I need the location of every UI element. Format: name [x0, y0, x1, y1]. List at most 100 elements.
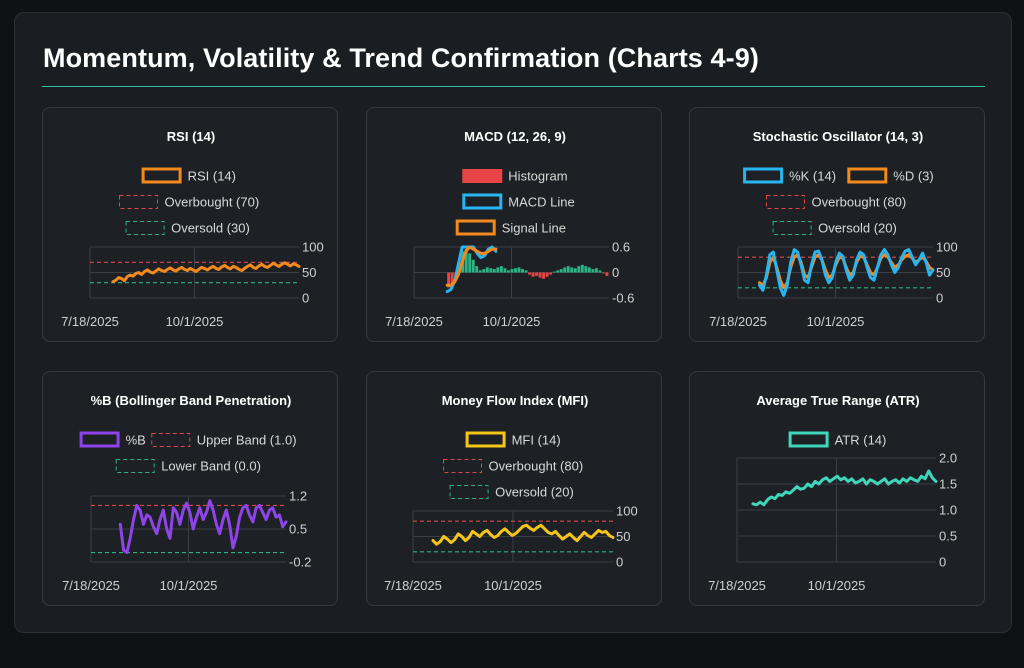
macd-histogram-bar — [566, 266, 570, 273]
macd-histogram-bar — [517, 267, 521, 273]
mfi-legend-label: Oversold (20) — [495, 485, 574, 500]
atr-legend-label: ATR (14) — [835, 433, 887, 448]
macd-histogram-bar — [580, 264, 584, 273]
percent-b-chart-card: %B (Bollinger Band Penetration) %B Upper B… — [42, 371, 338, 606]
stoch-x-tick: 7/18/2025 — [709, 314, 767, 329]
stoch-legend-swatch — [772, 221, 812, 235]
macd-histogram-bar — [552, 271, 556, 273]
macd-histogram-bar — [584, 266, 588, 273]
rsi-legend-item[interactable]: Overbought (70) — [119, 195, 260, 210]
mfi-chart-card: Money Flow Index (MFI) MFI (14) Overbought… — [366, 371, 662, 606]
stoch-legend-item[interactable]: Overbought (80) — [766, 195, 907, 210]
macd-histogram-bar — [489, 268, 493, 273]
stoch-legend-label: Overbought (80) — [812, 195, 907, 210]
macd-histogram-bar — [496, 267, 500, 273]
macd-legend-swatch — [455, 219, 496, 236]
pctb-legend-item[interactable]: Lower Band (0.0) — [115, 459, 261, 474]
rsi-legend-item[interactable]: RSI (14) — [141, 167, 236, 184]
rsi-y-tick: 100 — [302, 240, 324, 255]
stochastic-chart-card: Stochastic Oscillator (14, 3) %K (14) %D (… — [689, 107, 985, 342]
dashboard-panel: Momentum, Volatility & Trend Confirmatio… — [14, 12, 1012, 633]
atr-svg: Average True Range (ATR) ATR (14) 2.0 1.5 1.… — [708, 393, 957, 593]
macd-histogram-bar — [570, 267, 574, 273]
atr-legend-item[interactable]: ATR (14) — [788, 431, 887, 448]
pctb-svg: %B (Bollinger Band Penetration) %B Upper B… — [62, 393, 311, 593]
atr-x-tick: 10/1/2025 — [808, 578, 866, 593]
stoch-legend-item[interactable]: %K (14) — [743, 167, 836, 184]
stoch-series-line — [758, 248, 935, 297]
rsi-legend-swatch — [119, 195, 158, 209]
stoch-legend-item[interactable]: Oversold (20) — [772, 221, 897, 236]
macd-legend-label: Histogram — [508, 169, 567, 184]
macd-histogram-bar — [556, 270, 560, 273]
mfi-legend-swatch — [465, 431, 506, 448]
macd-svg: MACD (12, 26, 9) Histogram MACD Line Signal… — [385, 129, 634, 329]
mfi-legend-item[interactable]: MFI (14) — [465, 431, 561, 448]
title-divider — [42, 86, 985, 87]
mfi-y-tick: 0 — [616, 555, 623, 570]
rsi-title: RSI (14) — [167, 129, 215, 144]
macd-histogram-bar — [503, 268, 507, 273]
macd-histogram-bar — [521, 269, 524, 273]
pctb-legend-item[interactable]: %B — [79, 431, 146, 448]
rsi-legend-label: Oversold (30) — [171, 221, 250, 236]
macd-histogram-bar — [587, 267, 591, 273]
macd-x-tick: 10/1/2025 — [483, 314, 541, 329]
stoch-title: Stochastic Oscillator (14, 3) — [753, 129, 924, 144]
rsi-legend-label: Overbought (70) — [165, 195, 260, 210]
pctb-legend-label: Lower Band (0.0) — [161, 459, 261, 474]
macd-histogram-bar — [538, 272, 542, 278]
stoch-legend-item[interactable]: %D (3) — [847, 167, 934, 184]
stoch-legend-swatch — [766, 195, 805, 209]
atr-series-line — [751, 469, 938, 507]
mfi-y-tick: 100 — [616, 504, 638, 519]
mfi-legend-swatch — [443, 459, 482, 473]
mfi-svg: Money Flow Index (MFI) MFI (14) Overbought… — [384, 393, 638, 593]
mfi-y-tick: 50 — [616, 529, 630, 544]
macd-legend-item[interactable]: MACD Line — [462, 193, 575, 210]
mfi-x-tick: 10/1/2025 — [484, 578, 542, 593]
macd-histogram-bar — [514, 268, 517, 273]
pctb-y-tick: -0.2 — [289, 555, 311, 570]
atr-x-tick: 7/18/2025 — [708, 578, 766, 593]
rsi-legend-swatch — [141, 167, 182, 184]
mfi-title: Money Flow Index (MFI) — [442, 393, 589, 408]
pctb-title: %B (Bollinger Band Penetration) — [91, 393, 292, 408]
atr-chart-card: Average True Range (ATR) ATR (14) 2.0 1.5 1.… — [689, 371, 985, 606]
mfi-x-tick: 7/18/2025 — [384, 578, 442, 593]
rsi-x-tick: 7/18/2025 — [61, 314, 119, 329]
macd-legend-swatch — [462, 193, 503, 210]
macd-histogram-bar — [506, 270, 510, 273]
rsi-legend-item[interactable]: Oversold (30) — [125, 221, 250, 236]
atr-y-tick: 1.5 — [939, 477, 957, 492]
macd-histogram-bar — [594, 268, 598, 273]
stoch-x-tick: 10/1/2025 — [807, 314, 865, 329]
macd-chart-card: MACD (12, 26, 9) Histogram MACD Line Signal… — [366, 107, 662, 342]
macd-legend-item[interactable]: Histogram — [462, 169, 568, 184]
stoch-svg: Stochastic Oscillator (14, 3) %K (14) %D (… — [709, 129, 958, 329]
rsi-y-tick: 0 — [302, 291, 309, 306]
macd-histogram-bar — [577, 266, 581, 273]
mfi-legend-label: Overbought (80) — [489, 459, 584, 474]
mfi-legend-item[interactable]: Oversold (20) — [449, 485, 574, 500]
atr-y-tick: 0 — [939, 555, 946, 570]
macd-legend-item[interactable]: Signal Line — [455, 219, 566, 236]
macd-histogram-bar — [499, 266, 503, 273]
macd-legend-label: MACD Line — [508, 195, 574, 210]
macd-y-tick: 0.6 — [612, 240, 630, 255]
macd-histogram-bar — [528, 272, 531, 275]
macd-histogram-bar — [471, 259, 475, 273]
macd-histogram-bar — [492, 269, 496, 273]
macd-histogram-bar — [598, 270, 602, 273]
mfi-legend-label: MFI (14) — [512, 433, 561, 448]
pctb-legend-label: %B — [126, 433, 146, 448]
macd-histogram-bar — [447, 272, 451, 288]
mfi-legend-item[interactable]: Overbought (80) — [443, 459, 584, 474]
macd-histogram-bar — [485, 267, 489, 273]
rsi-legend-swatch — [125, 221, 165, 235]
atr-y-tick: 2.0 — [939, 451, 957, 466]
pctb-legend-swatch — [115, 459, 155, 473]
pctb-legend-item[interactable]: Upper Band (1.0) — [151, 433, 297, 448]
macd-histogram-bar — [535, 272, 539, 276]
page-title: Momentum, Volatility & Trend Confirmatio… — [43, 43, 759, 73]
